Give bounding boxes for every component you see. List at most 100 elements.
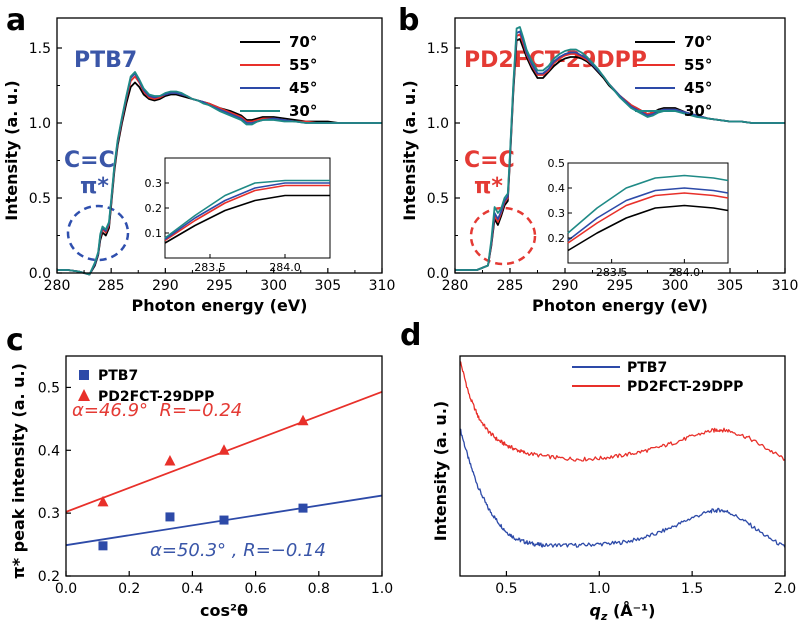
x-tick-label: 290 bbox=[552, 278, 579, 294]
x-axis-label-unit: (Å⁻¹) bbox=[607, 601, 655, 620]
inset-y-tick-label: 0.2 bbox=[145, 202, 163, 215]
inset-series-line bbox=[567, 174, 729, 234]
x-tick-label: 1.5 bbox=[681, 581, 703, 597]
x-tick-label: 0.6 bbox=[244, 581, 266, 597]
x-axis-label: Photon energy (eV) bbox=[532, 296, 708, 315]
panel-b-dashed-circle bbox=[469, 206, 537, 266]
x-tick-label: 295 bbox=[206, 278, 233, 294]
x-tick-label: 0.2 bbox=[118, 581, 140, 597]
x-axis-label-q: q bbox=[590, 601, 601, 620]
x-axis-label-sub: z bbox=[600, 610, 608, 623]
x-tick-label: 285 bbox=[497, 278, 524, 294]
panel-a-cc-label: C=C bbox=[64, 148, 115, 173]
y-axis-label: Intensity (a. u.) bbox=[431, 401, 450, 541]
y-tick-label: 1.5 bbox=[427, 41, 449, 57]
legend-label: PD2FCT-29DPP bbox=[98, 389, 214, 405]
inset-series-line bbox=[164, 194, 330, 244]
inset-x-tick-label: 284.0 bbox=[269, 261, 301, 274]
y-tick-label: 0.5 bbox=[427, 191, 449, 207]
x-tick-label: 280 bbox=[44, 278, 71, 294]
plot-frame bbox=[65, 355, 383, 577]
y-tick-label: 1.0 bbox=[427, 116, 449, 132]
plot-frame bbox=[459, 355, 786, 577]
y-axis-label: Intensity (a. u.) bbox=[2, 80, 21, 220]
y-tick-label: 1.0 bbox=[29, 116, 51, 132]
panel-c-blue-equation: α=50.3° , R=−0.14 bbox=[150, 540, 326, 561]
x-tick-label: 2.0 bbox=[774, 581, 796, 597]
panel-a-material-label: PTB7 bbox=[74, 48, 137, 73]
x-tick-label: 280 bbox=[442, 278, 469, 294]
x-tick-label: 0.5 bbox=[495, 581, 517, 597]
legend-label: 45° bbox=[289, 79, 317, 97]
x-tick-label: 0.4 bbox=[181, 581, 203, 597]
data-point-triangle bbox=[164, 454, 176, 466]
inset-series-line bbox=[164, 182, 330, 240]
inset-x-tick-label: 284.0 bbox=[669, 266, 701, 279]
y-tick-label: 0.0 bbox=[29, 266, 51, 282]
data-point-triangle bbox=[218, 444, 230, 455]
x-tick-label: 295 bbox=[607, 278, 634, 294]
legend-label: 55° bbox=[289, 56, 317, 74]
panel-a-dashed-circle bbox=[66, 204, 130, 262]
x-tick-label: 310 bbox=[369, 278, 396, 294]
y-axis-label: π* peak intensity (a. u.) bbox=[9, 363, 28, 579]
x-tick-label: 290 bbox=[152, 278, 179, 294]
x-tick-label: 1.0 bbox=[588, 581, 610, 597]
y-tick-label: 0.4 bbox=[38, 443, 60, 459]
x-tick-label: 305 bbox=[314, 278, 341, 294]
y-tick-label: 0.2 bbox=[38, 569, 60, 585]
y-tick-label: 0.5 bbox=[29, 191, 51, 207]
series-line-30° bbox=[455, 26, 785, 271]
series-line-PTB7 bbox=[459, 428, 786, 548]
panel-c-red-equation: α=46.9° R=−0.24 bbox=[72, 400, 242, 421]
y-tick-label: 0.0 bbox=[427, 266, 449, 282]
inset-series-line bbox=[164, 179, 330, 239]
inset-y-tick-label: 0.3 bbox=[145, 177, 163, 190]
x-tick-label: 300 bbox=[662, 278, 689, 294]
y-tick-label: 1.5 bbox=[29, 41, 51, 57]
x-axis-label: Photon energy (eV) bbox=[131, 296, 307, 315]
panel-a-pi-label: π* bbox=[80, 174, 109, 199]
x-tick-label: 285 bbox=[98, 278, 125, 294]
panel-letter-b: b bbox=[398, 3, 419, 38]
y-tick-label: 0.3 bbox=[38, 506, 60, 522]
series-line-PD2FCT-29DPP bbox=[459, 361, 786, 462]
x-tick-label: 1.0 bbox=[371, 581, 393, 597]
data-point-square bbox=[298, 503, 308, 513]
legend-label: 70° bbox=[289, 33, 317, 51]
legend-label: 30° bbox=[289, 102, 317, 120]
inset-y-tick-label: 0.1 bbox=[145, 227, 163, 240]
inset-series-line bbox=[567, 204, 729, 252]
legend-marker bbox=[78, 389, 90, 401]
x-axis-label: cos²θ bbox=[200, 601, 248, 620]
legend-label: 55° bbox=[684, 56, 712, 74]
inset-y-tick-label: 0.4 bbox=[548, 182, 566, 195]
legend-label: PTB7 bbox=[627, 360, 667, 376]
inset-series-line bbox=[164, 184, 330, 242]
legend-marker bbox=[79, 370, 89, 380]
panel-letter-c: c bbox=[6, 323, 24, 358]
chart-b: 280 285 290 295 300 305 310 0.0 0.5 1.0 1.5 Photon … bbox=[400, 17, 799, 315]
chart-d: 0.5 1.0 1.5 2.0 qz (Å⁻¹) Intensity (a. u.) PTB… bbox=[431, 355, 796, 623]
legend-label: 70° bbox=[684, 33, 712, 51]
legend-label: 45° bbox=[684, 79, 712, 97]
data-point-square bbox=[98, 541, 108, 551]
legend-label: PTB7 bbox=[98, 368, 138, 384]
inset-y-tick-label: 0.2 bbox=[548, 232, 566, 245]
x-tick-label: 300 bbox=[260, 278, 287, 294]
x-tick-label: 310 bbox=[772, 278, 799, 294]
x-tick-label: 305 bbox=[717, 278, 744, 294]
x-tick-label: 0.0 bbox=[55, 581, 77, 597]
legend-label: PD2FCT-29DPP bbox=[627, 379, 743, 395]
data-point-square bbox=[219, 515, 229, 525]
x-tick-label: 0.8 bbox=[308, 581, 330, 597]
inset-y-tick-label: 0.3 bbox=[548, 207, 566, 220]
inset-frame bbox=[164, 157, 331, 259]
panel-b-cc-label: C=C bbox=[464, 148, 515, 173]
series-line-30° bbox=[57, 71, 382, 276]
inset-x-tick-label: 283.5 bbox=[194, 261, 226, 274]
inset-series-line bbox=[567, 192, 729, 244]
panel-b-pi-label: π* bbox=[474, 174, 503, 199]
